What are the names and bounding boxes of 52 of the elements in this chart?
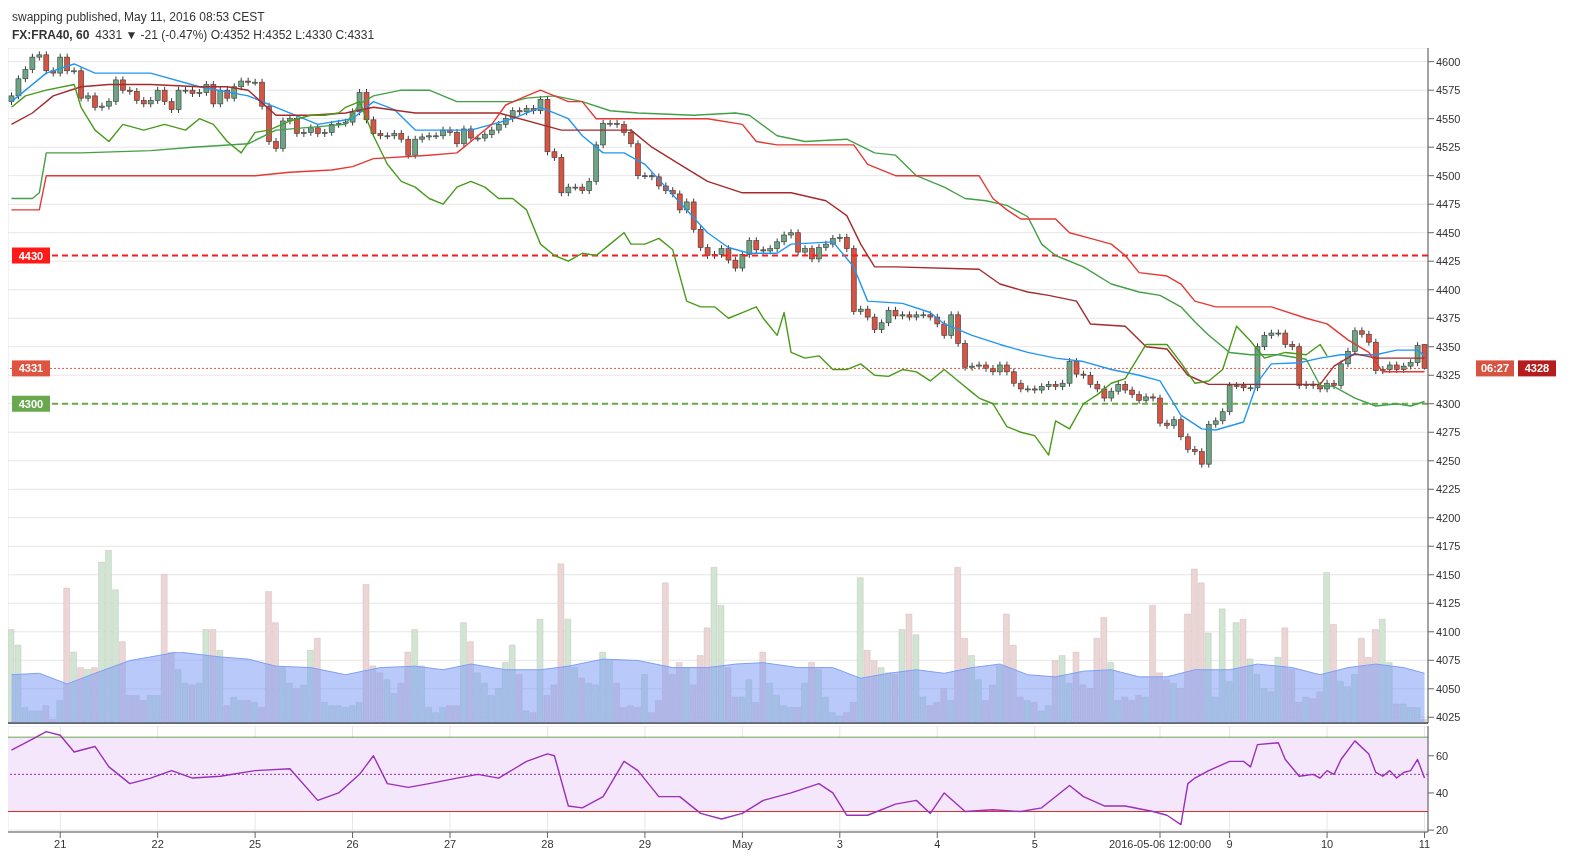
ref-line-label: 4300 [18,397,44,410]
x-tick-label: 27 [443,837,457,850]
chart-subtitle: 4331 ▼ -21 (-0.47%) O:4352 H:4352 L:4330 C:4331 [95,28,375,42]
y-tick-label: 4450 [1436,226,1461,239]
x-tick-label: 11 [1418,837,1431,850]
x-tick-label: 29 [638,837,652,850]
x-tick-label: 2016-05-06 12:00:00 [1108,837,1212,850]
y-tick-label: 4100 [1436,625,1461,638]
x-tick-label: 4 [934,837,941,850]
y-tick-label: 4250 [1436,454,1461,467]
x-tick-label: May [731,837,754,850]
text: 06:27 [1480,362,1510,375]
text: 4328 [1524,362,1550,375]
y-tick-label: 4300 [1436,397,1461,410]
x-tick-label: 22 [151,837,164,850]
line-series [10,83,1328,456]
y-tick-label: 40 [1436,786,1449,799]
x-tick-label: 21 [54,837,67,850]
y-tick-label: 4150 [1436,568,1461,581]
x-tick-label: 28 [541,837,554,850]
y-tick-label: 4200 [1436,511,1461,524]
line-series [10,730,1426,826]
x-tick-label: 3 [836,837,843,850]
y-tick-label: 4475 [1436,198,1461,211]
y-tick-label: 4025 [1436,711,1461,724]
y-tick-label: 4500 [1436,169,1461,182]
y-tick-label: 4375 [1436,312,1461,325]
y-tick-label: 20 [1436,824,1449,837]
y-tick-label: 4125 [1436,597,1461,610]
y-tick-label: 4525 [1436,141,1461,154]
x-tick-label: 9 [1226,837,1233,850]
y-tick-label: 4400 [1436,283,1461,296]
ref-line-label: 4331 [18,362,44,375]
x-tick-label: 5 [1031,837,1038,850]
ref-line-label: 4430 [18,249,44,262]
y-tick-label: 4275 [1436,426,1461,439]
y-tick-label: 4600 [1436,55,1461,68]
text: swapping published, May 11, 2016 08:53 CEST [12,10,265,24]
x-tick-label: 26 [346,837,359,850]
y-tick-label: 4325 [1436,369,1461,382]
y-tick-label: 4575 [1436,84,1461,97]
y-tick-label: 4225 [1436,483,1461,496]
y-tick-label: 4175 [1436,540,1461,553]
y-tick-label: 4425 [1436,255,1461,268]
y-tick-label: 60 [1436,749,1449,762]
y-tick-label: 4550 [1436,112,1461,125]
x-tick-label: 25 [248,837,262,850]
x-tick-label: 10 [1320,837,1334,850]
chart-title: FX:FRA40, 60 [12,28,90,42]
y-tick-label: 4350 [1436,340,1461,353]
y-tick-label: 4050 [1436,682,1461,695]
y-tick-label: 4075 [1436,654,1461,667]
